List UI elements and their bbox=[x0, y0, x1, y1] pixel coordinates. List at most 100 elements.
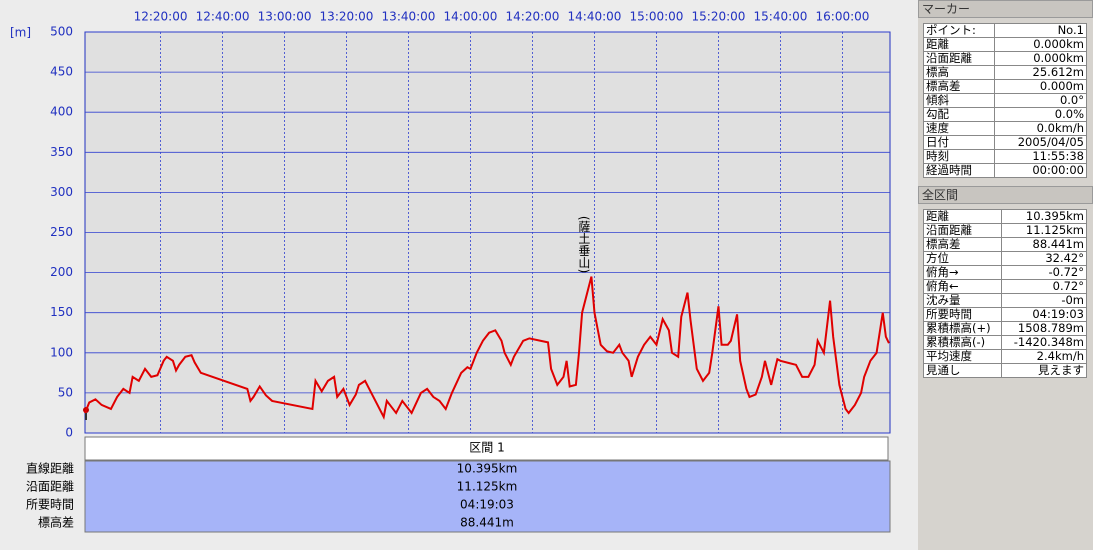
table-row: 累積標高(-) -1420.348m bbox=[922, 335, 1087, 350]
cell-value: No.1 bbox=[993, 23, 1088, 38]
cell-label: 平均速度 bbox=[922, 349, 1003, 364]
x-tick-label: 16:00:00 bbox=[816, 10, 870, 24]
row-label: 標高差 bbox=[38, 515, 74, 530]
cell-value: -0m bbox=[1001, 293, 1087, 308]
cell-value: 00:00:00 bbox=[993, 163, 1088, 178]
x-tick-label: 15:40:00 bbox=[754, 10, 808, 24]
y-tick-label: 300 bbox=[50, 185, 73, 199]
cell-label: 沈み量 bbox=[922, 293, 1003, 308]
table-row: 時刻 11:55:38 bbox=[923, 149, 1088, 164]
table-row: 標高差 88.441m bbox=[922, 237, 1087, 252]
x-tick-label: 14:00:00 bbox=[444, 10, 498, 24]
row-label: 沿面距離 bbox=[26, 480, 74, 494]
table-row: 距離 0.000km bbox=[923, 37, 1088, 52]
cell-label: 距離 bbox=[923, 37, 995, 52]
table-row: 勾配 0.0% bbox=[923, 107, 1088, 122]
side-panel: マーカー ポイント: No.1 距離 0.000km 沿面距離 0.000km 標高 25.6… bbox=[918, 0, 1093, 550]
y-tick-label: 400 bbox=[50, 105, 73, 119]
cell-value: -1420.348m bbox=[1001, 335, 1087, 350]
y-axis-label: [m] bbox=[10, 26, 31, 40]
y-tick-label: 150 bbox=[50, 305, 73, 319]
table-row: 俯角→ -0.72° bbox=[922, 265, 1087, 280]
cell-label: 勾配 bbox=[923, 107, 995, 122]
y-tick-label: 50 bbox=[58, 385, 73, 399]
cell-label: 方位 bbox=[922, 251, 1003, 266]
row-label: 直線距離 bbox=[26, 461, 74, 476]
cell-label: 標高 bbox=[923, 65, 995, 80]
cell-value: 1508.789m bbox=[1001, 321, 1087, 336]
cell-value: 2.4km/h bbox=[1001, 349, 1087, 364]
y-tick-label: 500 bbox=[50, 25, 73, 39]
cell-label: 沿面距離 bbox=[922, 223, 1003, 238]
y-tick-label: 250 bbox=[50, 225, 73, 239]
cell-label: 所要時間 bbox=[922, 307, 1003, 322]
table-row: 日付 2005/04/05 bbox=[923, 135, 1088, 150]
cell-label: 沿面距離 bbox=[923, 51, 995, 66]
cell-value: 2005/04/05 bbox=[993, 135, 1088, 150]
table-row: 標高 25.612m bbox=[923, 65, 1088, 80]
elevation-line bbox=[84, 276, 890, 420]
x-tick-label: 13:00:00 bbox=[258, 10, 312, 24]
x-tick-label: 12:40:00 bbox=[196, 10, 250, 24]
panel-title: 全区間 bbox=[918, 186, 1093, 204]
row-label: 所要時間 bbox=[26, 498, 74, 512]
cell-value: 11.125km bbox=[1001, 223, 1087, 238]
y-tick-label: 0 bbox=[65, 426, 73, 440]
marker-table: ポイント: No.1 距離 0.000km 沿面距離 0.000km 標高 25.612m 標高… bbox=[923, 23, 1088, 178]
cell-label: 俯角→ bbox=[922, 265, 1003, 280]
y-tick-label: 200 bbox=[50, 265, 73, 279]
x-tick-label: 14:40:00 bbox=[568, 10, 622, 24]
x-tick-label: 14:20:00 bbox=[506, 10, 560, 24]
x-tick-label: 15:20:00 bbox=[692, 10, 746, 24]
table-row: 速度 0.0km/h bbox=[923, 121, 1088, 136]
cell-value: 0.0% bbox=[993, 107, 1088, 122]
table-row: 経過時間 00:00:00 bbox=[923, 163, 1088, 178]
cell-value: 04:19:03 bbox=[1001, 307, 1087, 322]
table-row: 累積標高(+) 1508.789m bbox=[922, 321, 1087, 336]
table-row: 方位 32.42° bbox=[922, 251, 1087, 266]
panel-title: マーカー bbox=[918, 0, 1093, 18]
chart: [m] 0 50 100 150 200 250 300 350 400 450 500 12:20:… bbox=[10, 10, 891, 533]
cell-label: 日付 bbox=[923, 135, 995, 150]
cell-label: 標高差 bbox=[923, 79, 995, 94]
y-tick-label: 100 bbox=[50, 345, 73, 359]
table-row: 所要時間 04:19:03 bbox=[922, 307, 1087, 322]
cell-label: 経過時間 bbox=[923, 163, 995, 178]
row-value: 11.125km bbox=[457, 480, 518, 494]
cell-value: 25.612m bbox=[993, 65, 1088, 80]
cell-label: 距離 bbox=[922, 209, 1003, 224]
table-row: 沿面距離 0.000km bbox=[923, 51, 1088, 66]
table-row: 傾斜 0.0° bbox=[923, 93, 1088, 108]
cell-value: 11:55:38 bbox=[993, 149, 1088, 164]
section-body bbox=[84, 460, 891, 533]
x-tick-label: 13:40:00 bbox=[382, 10, 436, 24]
table-row: 俯角← 0.72° bbox=[922, 279, 1087, 294]
x-tick-label: 12:20:00 bbox=[134, 10, 188, 24]
cell-value: 0.000m bbox=[993, 79, 1088, 94]
cell-label: 見通し bbox=[922, 363, 1003, 378]
cell-label: 累積標高(-) bbox=[922, 335, 1003, 350]
cell-value: 0.72° bbox=[1001, 279, 1087, 294]
cell-label: ポイント: bbox=[923, 23, 995, 38]
cell-label: 傾斜 bbox=[923, 93, 995, 108]
cell-label: 累積標高(+) bbox=[922, 321, 1003, 336]
row-value: 04:19:03 bbox=[460, 498, 514, 512]
section-header: 区間 1 bbox=[469, 441, 504, 455]
row-value: 10.395km bbox=[457, 462, 518, 476]
y-tick-label: 350 bbox=[50, 145, 73, 159]
peak-label: (薩土垂山) bbox=[577, 216, 591, 273]
table-row: 平均速度 2.4km/h bbox=[922, 349, 1087, 364]
cell-label: 時刻 bbox=[923, 149, 995, 164]
y-tick-label: 450 bbox=[50, 65, 73, 79]
cell-value: 0.0km/h bbox=[993, 121, 1088, 136]
cell-value: 88.441m bbox=[1001, 237, 1087, 252]
cell-value: 0.000km bbox=[993, 37, 1088, 52]
table-row: 沈み量 -0m bbox=[922, 293, 1087, 308]
table-row: 標高差 0.000m bbox=[923, 79, 1088, 94]
cell-value: 0.0° bbox=[993, 93, 1088, 108]
cell-value: 見えます bbox=[1001, 363, 1087, 378]
section-header-box bbox=[84, 436, 889, 461]
total-table: 距離 10.395km 沿面距離 11.125km 標高差 88.441m 方位 32.42°… bbox=[922, 209, 1087, 378]
x-tick-label: 13:20:00 bbox=[320, 10, 374, 24]
table-row: 距離 10.395km bbox=[922, 209, 1087, 224]
